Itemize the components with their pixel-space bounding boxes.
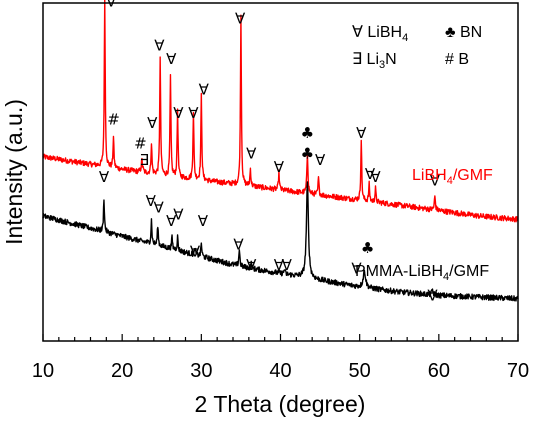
peak-marker-libh4-gmf: ∀ [166, 50, 177, 68]
peak-marker-bn: ♣ [301, 124, 314, 142]
peak-marker-libh4-gmf: # [107, 111, 120, 129]
series-line-libh4-gmf [42, 0, 519, 223]
peak-marker-pmma: ∀ [166, 212, 177, 230]
legend-entry: # B [445, 51, 469, 68]
peak-marker-pmma: ∀ [274, 256, 285, 274]
series-label-libh4-gmf: LiBH4/GMF [412, 167, 493, 187]
x-tick-label: 60 [428, 360, 450, 382]
x-tick-label: 50 [349, 360, 371, 382]
peak-marker-pmma: ∀ [190, 243, 201, 261]
peak-marker-libh4-gmf: ∃ [140, 151, 149, 169]
x-tick-label: 20 [111, 360, 133, 382]
peak-marker-libh4-gmf: ∀ [356, 124, 367, 142]
peak-marker-pmma: ∀ [99, 168, 110, 186]
legend-entry: ∀ LiBH4 [352, 24, 408, 44]
series-label-pmma-libh4-gmf: PMMA-LiBH4/GMF [355, 263, 489, 283]
peak-marker-pmma: ∀ [153, 199, 164, 217]
peak-marker-libh4-gmf: ∀ [188, 104, 199, 122]
peak-marker-libh4-gmf: ∀ [274, 158, 285, 176]
peak-marker-pmma: ∀ [427, 286, 438, 304]
x-axis-title: 2 Theta (degree) [195, 391, 366, 417]
peak-marker-pmma: ∀ [198, 212, 209, 230]
peak-marker-bn: ♣ [301, 145, 314, 163]
y-axis-title: Intensity (a.u.) [1, 99, 27, 245]
peak-marker-libh4-gmf: ∀ [370, 168, 381, 186]
peak-marker-libh4-gmf: ∀ [235, 9, 246, 27]
peak-marker-libh4-gmf: ∀ [154, 36, 165, 54]
series-layer [42, 0, 519, 302]
legend: ∀ LiBH4 ♣ BN ∃ Li3N # B [352, 24, 482, 71]
series-line-pmma-libh4-gmf [42, 181, 519, 302]
legend-entry: ∃ Li3N [352, 51, 397, 71]
peak-marker-libh4-gmf: ∀ [173, 104, 184, 122]
peak-marker-pmma: ∀ [351, 259, 362, 277]
x-tick-label: 70 [507, 360, 529, 382]
peak-marker-pmma: ∀ [282, 256, 293, 274]
peak-marker-bn: ♣ [361, 239, 374, 257]
x-tick-label: 30 [190, 360, 212, 382]
peak-marker-libh4-gmf: ∀ [365, 165, 376, 183]
x-tick-label: 10 [32, 360, 54, 382]
peak-marker-libh4-gmf: # [134, 134, 147, 152]
peak-marker-libh4-gmf: ∀ [106, 0, 117, 10]
peak-marker-libh4-gmf: ∀ [430, 172, 441, 190]
peak-marker-libh4-gmf: ∀ [147, 114, 158, 132]
axis-ticks: 10 20 30 40 50 60 70 [32, 334, 529, 382]
x-tick-label: 40 [269, 360, 291, 382]
peak-marker-libh4-gmf: ∀ [199, 80, 210, 98]
legend-entry: ♣ BN [445, 24, 482, 41]
peak-marker-pmma: ∀ [246, 256, 257, 274]
peak-marker-pmma: ∀ [233, 236, 244, 254]
peak-marker-pmma: ∀ [173, 205, 184, 223]
peak-marker-pmma: ∀ [146, 192, 157, 210]
peak-marker-libh4-gmf: ∀ [246, 145, 257, 163]
peak-marker-libh4-gmf: ∀ [315, 151, 326, 169]
peak-annotations: ∀##∃∀∀∀∀ ∀∀∀∀∀ ∀∀∀∀ ∀∀∀∀∀∀∀∀∀∀ ∀∀ ∀∀♣♣♣ [99, 0, 441, 304]
series-labels: LiBH4/GMF PMMA-LiBH4/GMF [355, 167, 493, 283]
